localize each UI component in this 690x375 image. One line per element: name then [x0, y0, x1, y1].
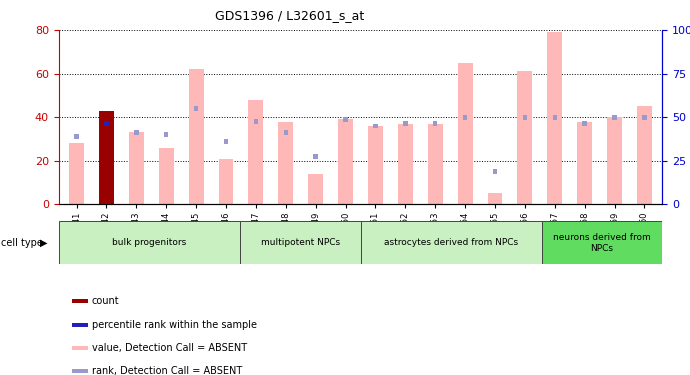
- Bar: [488, 194, 502, 204]
- Bar: [547, 32, 562, 204]
- Bar: [433, 122, 437, 126]
- Bar: [403, 122, 408, 126]
- Bar: [194, 106, 199, 111]
- Bar: [542, 221, 662, 264]
- Bar: [578, 122, 592, 204]
- Bar: [248, 100, 264, 204]
- Bar: [493, 169, 497, 174]
- Text: bulk progenitors: bulk progenitors: [112, 238, 186, 248]
- Bar: [104, 122, 109, 126]
- Text: multipotent NPCs: multipotent NPCs: [261, 238, 339, 248]
- Text: count: count: [92, 296, 119, 306]
- Text: neurons derived from
NPCs: neurons derived from NPCs: [553, 233, 651, 252]
- Bar: [99, 111, 114, 204]
- Bar: [254, 119, 258, 124]
- Bar: [553, 115, 557, 120]
- Bar: [522, 115, 527, 120]
- Text: GDS1396 / L32601_s_at: GDS1396 / L32601_s_at: [215, 9, 364, 22]
- Bar: [338, 119, 353, 204]
- Bar: [398, 124, 413, 204]
- Bar: [129, 132, 144, 204]
- Text: ▶: ▶: [40, 238, 48, 248]
- Text: astrocytes derived from NPCs: astrocytes derived from NPCs: [384, 238, 518, 248]
- Bar: [637, 106, 652, 204]
- Bar: [75, 134, 79, 139]
- Text: percentile rank within the sample: percentile rank within the sample: [92, 320, 257, 330]
- Bar: [59, 221, 240, 264]
- Bar: [607, 117, 622, 204]
- Bar: [642, 115, 647, 120]
- Bar: [164, 132, 168, 137]
- Bar: [69, 143, 84, 204]
- Bar: [219, 159, 233, 204]
- Bar: [278, 122, 293, 204]
- Bar: [224, 139, 228, 144]
- Bar: [518, 71, 533, 204]
- Bar: [612, 115, 617, 120]
- Bar: [240, 221, 360, 264]
- Bar: [344, 117, 348, 122]
- Bar: [308, 174, 323, 204]
- Text: cell type: cell type: [1, 238, 43, 248]
- Bar: [159, 148, 174, 204]
- Bar: [284, 130, 288, 135]
- Bar: [457, 63, 473, 204]
- Bar: [582, 122, 587, 126]
- Bar: [463, 115, 467, 120]
- Bar: [373, 123, 377, 128]
- Text: value, Detection Call = ABSENT: value, Detection Call = ABSENT: [92, 343, 247, 353]
- Bar: [368, 126, 383, 204]
- Text: rank, Detection Call = ABSENT: rank, Detection Call = ABSENT: [92, 366, 242, 375]
- Bar: [134, 130, 139, 135]
- Bar: [188, 69, 204, 204]
- Bar: [313, 154, 318, 159]
- Bar: [360, 221, 542, 264]
- Bar: [428, 124, 443, 204]
